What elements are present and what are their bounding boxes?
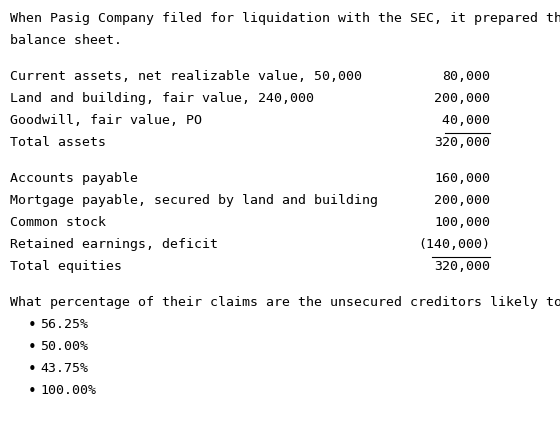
Text: •: • [28,384,37,399]
Text: 160,000: 160,000 [434,172,490,185]
Text: 100,000: 100,000 [434,216,490,229]
Text: 40,000: 40,000 [434,114,490,127]
Text: Current assets, net realizable value, 50,000: Current assets, net realizable value, 50… [10,70,362,83]
Text: 200,000: 200,000 [434,92,490,105]
Text: 200,000: 200,000 [434,194,490,207]
Text: 56.25%: 56.25% [40,318,88,331]
Text: Retained earnings, deficit: Retained earnings, deficit [10,238,218,251]
Text: When Pasig Company filed for liquidation with the SEC, it prepared the following: When Pasig Company filed for liquidation… [10,12,560,25]
Text: What percentage of their claims are the unsecured creditors likely to get?: What percentage of their claims are the … [10,296,560,309]
Text: Accounts payable: Accounts payable [10,172,138,185]
Text: Common stock: Common stock [10,216,106,229]
Text: balance sheet.: balance sheet. [10,34,122,47]
Text: 320,000: 320,000 [434,136,490,149]
Text: •: • [28,340,37,355]
Text: 50.00%: 50.00% [40,340,88,353]
Text: Total assets: Total assets [10,136,106,149]
Text: 320,000: 320,000 [434,260,490,273]
Text: Total equities: Total equities [10,260,122,273]
Text: 43.75%: 43.75% [40,362,88,375]
Text: •: • [28,362,37,377]
Text: 100.00%: 100.00% [40,384,96,397]
Text: (140,000): (140,000) [418,238,490,251]
Text: Goodwill, fair value, PO: Goodwill, fair value, PO [10,114,202,127]
Text: •: • [28,318,37,333]
Text: 80,000: 80,000 [442,70,490,83]
Text: Mortgage payable, secured by land and building: Mortgage payable, secured by land and bu… [10,194,378,207]
Text: Land and building, fair value, 240,000: Land and building, fair value, 240,000 [10,92,314,105]
